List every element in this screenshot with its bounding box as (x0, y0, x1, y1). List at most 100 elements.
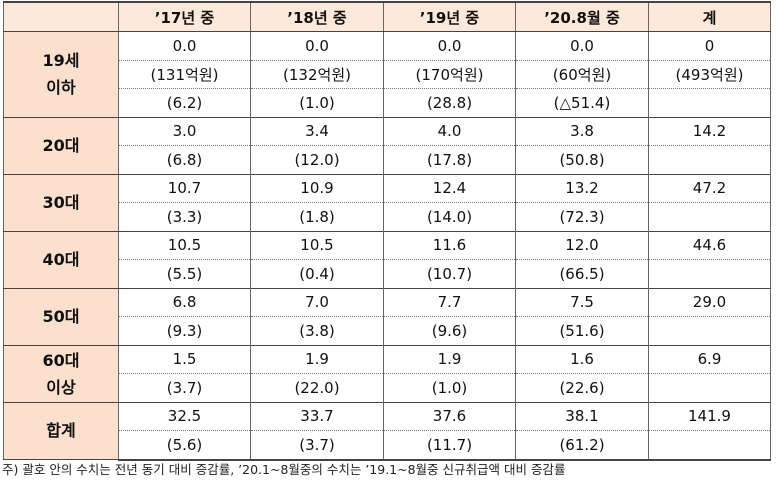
table-row: (3.7) (22.0) (1.0) (22.6) (4, 373, 771, 402)
cell: 7.5 (515, 287, 649, 317)
cell: 29.0 (648, 287, 771, 317)
group-label: 40대 (3, 231, 119, 289)
table-row: 30대 10.7 10.9 12.4 13.2 47.2 (3, 173, 771, 232)
group-label: 20대 (3, 117, 119, 175)
group-label-line: 19세 (42, 51, 80, 71)
corner-cell (3, 1, 119, 32)
cell: (22.6) (515, 373, 649, 402)
group-label-line: 50대 (42, 307, 80, 326)
table-row: (6.8) (12.0) (17.8) (50.8) (4, 145, 771, 174)
cell: 3.0 (118, 116, 251, 146)
cell: (△51.4) (515, 88, 649, 117)
table-row: 50대 6.8 7.0 7.7 7.5 29.0 (3, 287, 771, 346)
column-header: ’20.8월 중 (515, 1, 649, 32)
cell: 1.6 (515, 344, 649, 374)
cell: (1.0) (383, 373, 516, 402)
cell: 13.2 (515, 173, 649, 203)
cell: (1.8) (250, 202, 384, 231)
cell: (131억원) (118, 59, 251, 89)
table-row: 40대 10.5 10.5 11.6 12.0 44.6 (3, 230, 771, 289)
cell: 4.0 (383, 116, 516, 146)
cell: (170억원) (383, 59, 516, 89)
group-label-line: 이상 (46, 377, 76, 397)
cell: 44.6 (648, 230, 771, 260)
cell: 0 (648, 31, 771, 60)
cell: (60억원) (515, 59, 649, 89)
cell: (10.7) (383, 259, 516, 288)
cell: 38.1 (515, 401, 649, 431)
cell: (66.5) (515, 259, 649, 288)
cell: (5.6) (118, 430, 251, 461)
cell: 47.2 (648, 173, 771, 203)
cell: (12.0) (250, 145, 384, 174)
cell: 11.6 (383, 230, 516, 260)
group-label-line: 30대 (42, 193, 80, 212)
cell: (5.5) (118, 259, 251, 288)
cell: 33.7 (250, 401, 384, 431)
cell: (51.6) (515, 316, 649, 345)
cell (648, 259, 771, 288)
table-row: 합계 32.5 33.7 37.6 38.1 141.9 (3, 401, 771, 460)
cell: 7.0 (250, 287, 384, 317)
cell: 0.0 (515, 31, 649, 60)
cell: (3.3) (118, 202, 251, 231)
group-label-line: 이하 (46, 78, 76, 98)
cell: (17.8) (383, 145, 516, 174)
cell (648, 430, 771, 461)
column-header: ’18년 중 (250, 1, 384, 32)
group-label-line: 40대 (42, 250, 80, 269)
cell: 32.5 (118, 401, 251, 431)
table-row: (3.3) (1.8) (14.0) (72.3) (4, 202, 771, 231)
cell: 3.4 (250, 116, 384, 146)
cell: (9.6) (383, 316, 516, 345)
table-row: 19세 이하 0.0 0.0 0.0 0.0 0 (3, 31, 771, 118)
cell: 0.0 (118, 31, 251, 60)
cell: (0.4) (250, 259, 384, 288)
cell: (14.0) (383, 202, 516, 231)
cell: 12.4 (383, 173, 516, 203)
cell: 7.7 (383, 287, 516, 317)
group-label-line: 20대 (42, 136, 80, 155)
cell (648, 145, 771, 174)
cell: (493억원) (648, 59, 771, 89)
cell: (6.2) (118, 88, 251, 117)
cell: 1.5 (118, 344, 251, 374)
cell: 1.9 (250, 344, 384, 374)
group-label-line: 합계 (46, 421, 76, 441)
column-header: ’17년 중 (118, 1, 251, 32)
cell (648, 202, 771, 231)
table-row: (5.6) (3.7) (11.7) (61.2) (4, 430, 771, 461)
cell: (132억원) (250, 59, 384, 89)
cell: (9.3) (118, 316, 251, 345)
group-label: 50대 (3, 288, 119, 346)
table-row: 60대 이상 1.5 1.9 1.9 1.6 6.9 (3, 344, 771, 403)
cell: 10.5 (118, 230, 251, 260)
column-header: 계 (648, 1, 771, 32)
cell: (6.8) (118, 145, 251, 174)
table-body: 19세 이하 0.0 0.0 0.0 0.0 0 (131억원) (132억원) (170억원)(… (3, 31, 771, 461)
group-label: 30대 (3, 174, 119, 232)
cell: (11.7) (383, 430, 516, 461)
cell: 14.2 (648, 116, 771, 146)
cell: (50.8) (515, 145, 649, 174)
cell (648, 88, 771, 117)
cell: 6.9 (648, 344, 771, 374)
cell (648, 316, 771, 345)
cell: (22.0) (250, 373, 384, 402)
table-row: (9.3) (3.8) (9.6) (51.6) (4, 316, 771, 345)
cell: (61.2) (515, 430, 649, 461)
column-header: ’19년 중 (383, 1, 516, 32)
table-row: (131억원) (132억원) (170억원) (60억원) (493억원) (4, 59, 771, 89)
table-row: (6.2) (1.0) (28.8) (△51.4) (4, 88, 771, 117)
group-label: 합계 (3, 402, 119, 460)
cell: (28.8) (383, 88, 516, 117)
cell: (3.7) (118, 373, 251, 402)
cell: 0.0 (250, 31, 384, 60)
cell: 10.9 (250, 173, 384, 203)
cell (648, 373, 771, 402)
cell: 1.9 (383, 344, 516, 374)
